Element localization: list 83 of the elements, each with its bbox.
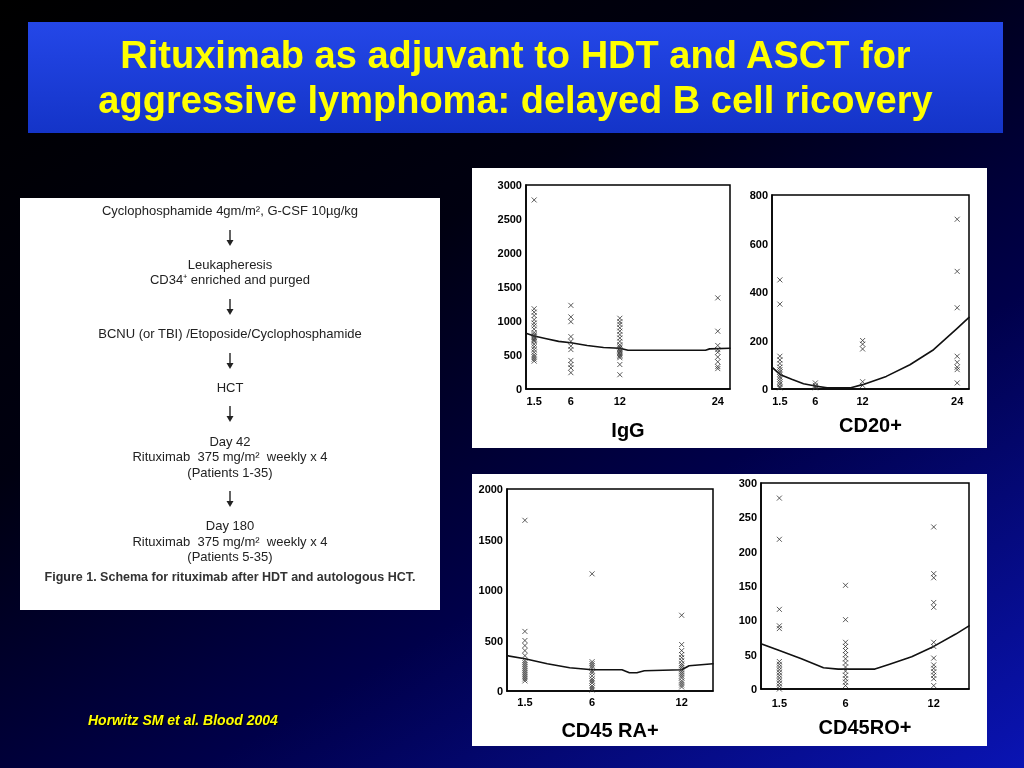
x-axis-title: CD20+ [839,414,902,436]
x-tick-label: 24 [951,394,965,407]
y-tick-label: 1500 [497,281,522,293]
y-tick-label: 300 [738,477,757,489]
x-tick-label: 1.5 [771,696,788,709]
y-tick-label: 1000 [478,584,503,596]
point [678,612,685,619]
point [842,651,849,658]
text: Day 180 Rituximab 375 mg/m² weekly x 4 (Patients 5-35) [132,518,328,565]
point [521,628,528,635]
y-tick-label: 1500 [478,533,503,546]
y-tick-label: 2000 [478,483,503,495]
x-tick-label: 12 [675,695,688,708]
point [954,268,961,275]
point [859,378,866,385]
point [954,379,961,386]
y-tick-label: 250 [738,511,757,524]
point [842,616,849,623]
x-tick-label: 24 [711,394,725,407]
y-tick-label: 0 [761,383,768,395]
x-axis-title: CD45 RA+ [561,719,659,741]
point [521,517,528,524]
text: Figure 1. Schema for rituximab after HDT and autologous HCT. [43,570,417,584]
y-tick-label: 100 [738,614,757,627]
point [842,639,849,646]
x-tick-label: 6 [842,696,849,709]
y-tick-label: 2000 [497,247,522,259]
y-tick-label: 150 [738,580,757,592]
y-tick-label: 200 [749,334,768,347]
y-tick-label: 200 [738,545,757,558]
line-series [525,332,731,352]
text: BCNU (or TBI) /Etoposide/Cyclophosphamide [98,326,362,342]
point [930,570,937,577]
point [859,382,866,389]
x-tick-label: 12 [856,394,869,407]
point [776,625,783,632]
y-tick-label: 0 [496,685,503,697]
x-tick-label: 6 [812,394,819,407]
point [776,606,783,613]
y-tick-label: 1000 [497,315,522,327]
line-series [506,654,714,674]
y-tick-label: 800 [749,189,768,201]
x-axis-title: CD45RO+ [818,716,912,738]
y-tick-label: 500 [484,634,503,647]
point [930,574,937,581]
y-tick-label: 600 [749,237,768,250]
x-tick-label: 12 [613,394,626,407]
text: HCT [216,379,244,396]
y-tick-label: 500 [503,349,522,361]
point [859,341,866,348]
x-tick-label: 1.5 [517,695,533,708]
y-tick-label: 0 [750,683,757,695]
point [776,622,783,629]
point [776,301,783,308]
point [589,570,596,577]
y-tick-label: 0 [515,383,522,395]
x-tick-label: 6 [589,695,596,708]
text: Horwitz SM et al. Blood 2004 [88,712,278,728]
y-tick-label: 2500 [497,213,522,225]
y-tick-label: 3000 [497,179,522,191]
x-tick-label: 6 [567,394,574,407]
point [776,276,783,283]
y-tick-label: 400 [749,286,768,298]
y-tick-label: 50 [744,648,757,661]
text: Cyclophosphamide 4gm/m², G-CSF 10µg/kg [101,203,359,219]
x-tick-label: 12 [927,696,940,709]
point [859,345,866,352]
point [930,523,937,530]
x-axis-title: IgG [611,419,645,441]
text: Rituximab as adjuvant to HDT and ASCT for aggressive lymphoma: delayed B cell ricovery [97,32,934,123]
point [776,536,783,543]
x-tick-label: 1.5 [772,394,788,407]
x-tick-label: 1.5 [526,394,542,407]
point [954,216,961,223]
text: Day 42 Rituximab 375 mg/m² weekly x 4 (Patients 1-35) [132,433,328,481]
text: Leukapheresis CD34⁺ enriched and purged [149,256,311,288]
point [842,655,849,662]
line-series [760,625,970,670]
point [859,337,866,344]
point [930,643,937,650]
point [954,304,961,311]
point [842,582,849,589]
point [776,495,783,502]
